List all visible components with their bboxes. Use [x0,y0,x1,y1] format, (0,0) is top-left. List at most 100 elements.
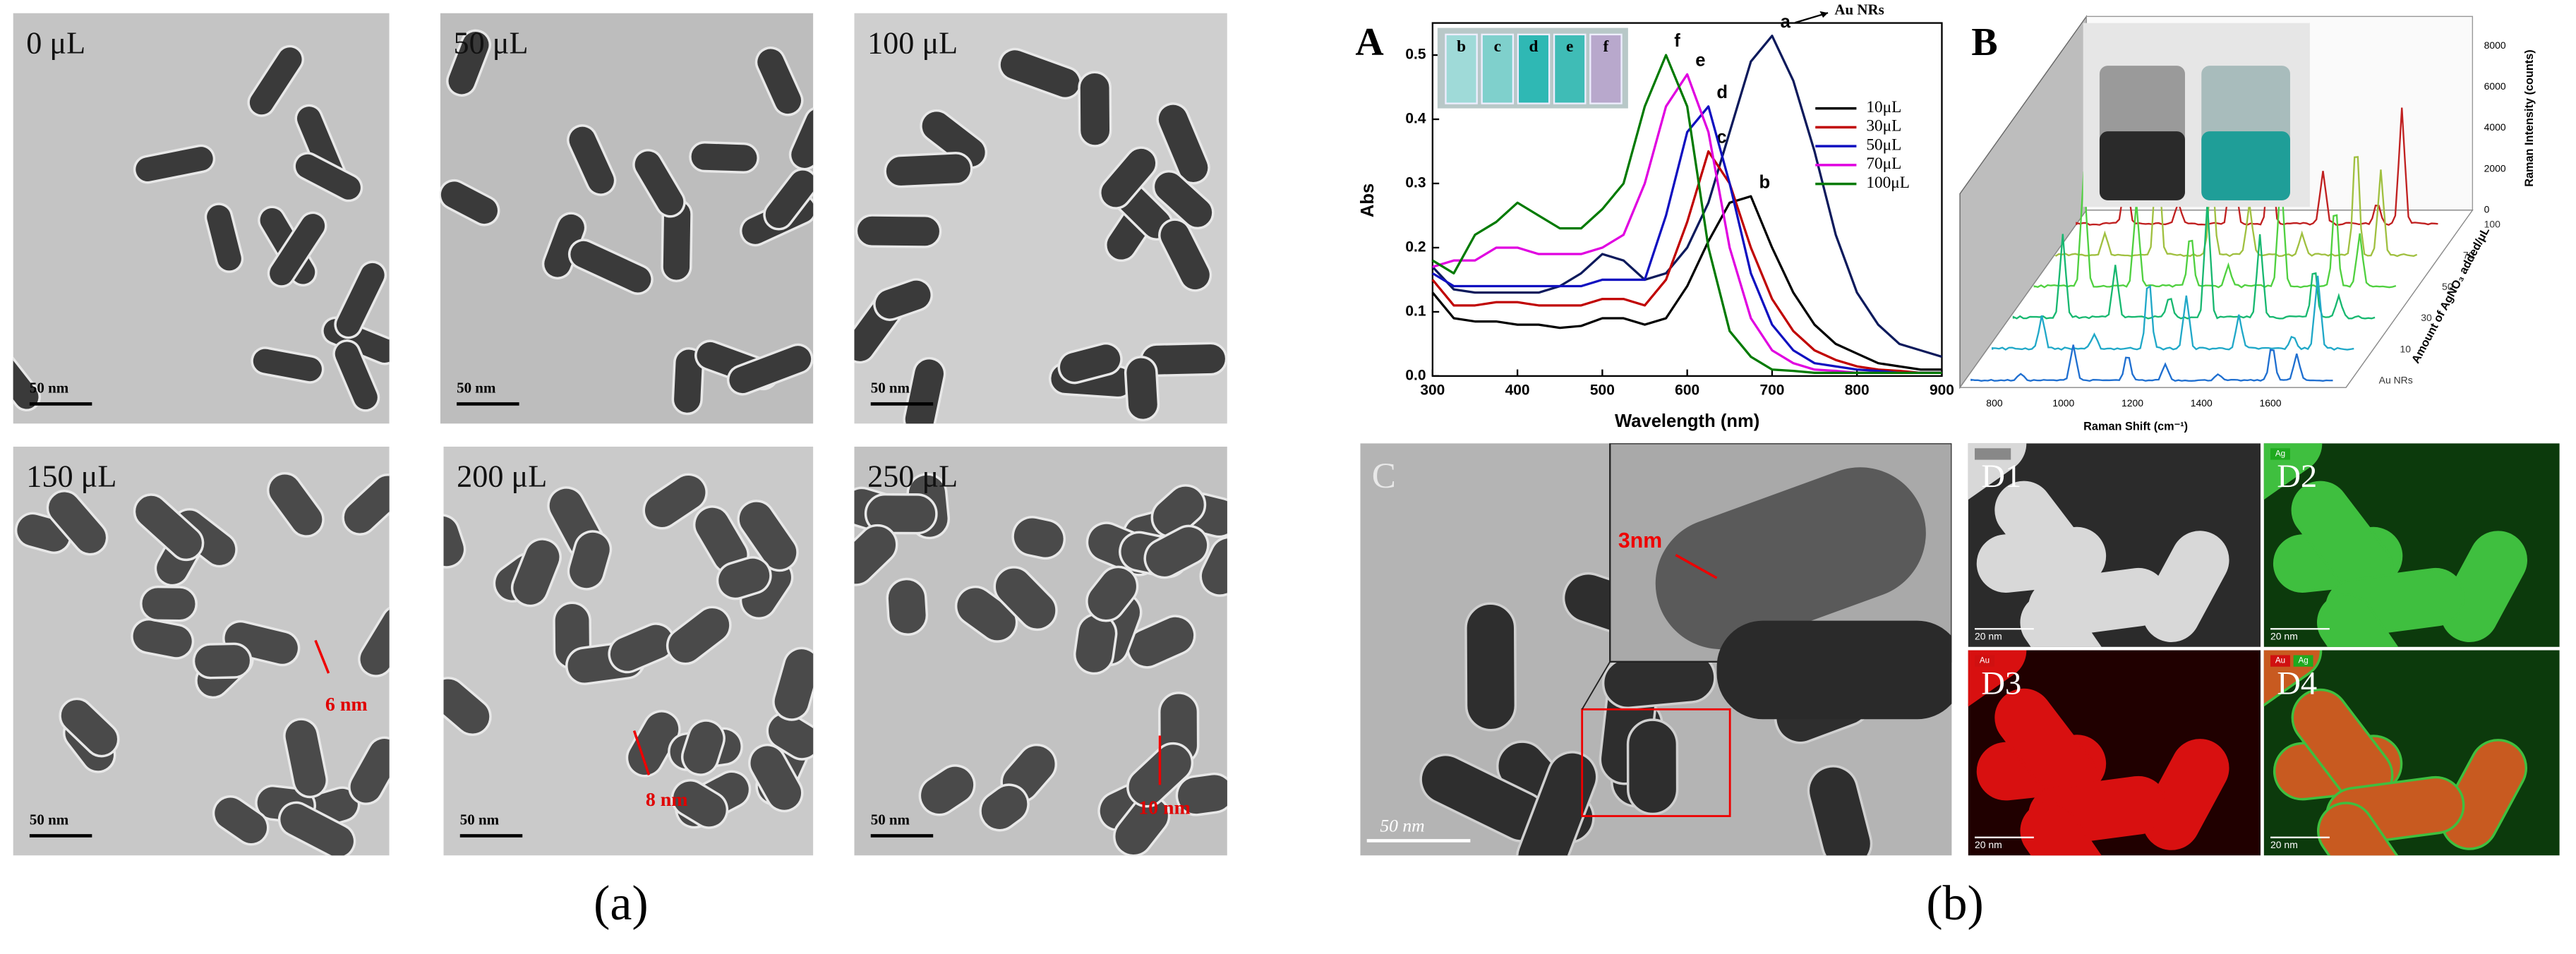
nanorod [873,278,933,321]
z-axis-label: Raman Intensity (counts) [2523,49,2536,186]
nanorod [2440,531,2527,642]
nanorod [766,711,814,761]
raman-spectrum [1970,344,2333,382]
zoomed-rod [1716,620,1952,720]
nanorod [1968,443,2027,514]
spectrum-line [1431,35,1942,358]
x-tick-label: 1200 [2121,397,2143,409]
curve-label: b [1759,172,1770,192]
cuvette-label: d [1529,37,1539,56]
lattice-annotation: 3nm [1618,529,1662,553]
vial-liquid [2099,131,2185,200]
nanorod [918,764,976,816]
scale-bar-label: 20 nm [1975,631,2002,642]
concentration-label: 250 μL [867,459,958,494]
z-tick-label: 6000 [2484,80,2506,92]
y-tick-label: 0.3 [1405,175,1426,191]
x-tick-label: 1000 [2052,397,2074,409]
x-tick-label: 700 [1759,382,1784,398]
nanorod [666,605,732,665]
element-tag [2270,655,2290,667]
x-tick-label: 1400 [2191,397,2213,409]
nanorod [59,697,120,758]
x-tick-label: 300 [1420,382,1445,398]
annotation: Au NRs [1834,1,1884,18]
concentration-label: 150 μL [26,459,116,494]
lattice-arrow [1675,554,1718,579]
nanorod [510,538,562,608]
scale-bar-label: 50 nm [871,811,910,828]
nanorod [854,524,898,586]
scale-bar-label: 50 nm [457,379,496,396]
depth-tick-label: 100 [2484,218,2501,229]
nanorod [140,585,198,622]
zoom-connector [1581,661,1611,710]
x-tick-label: 600 [1675,382,1699,398]
scale-bar-label: 20 nm [2270,631,2298,642]
tem-image [1360,443,1952,856]
z-tick-label: 2000 [2484,162,2506,174]
width-annotation: 10 nm [1138,797,1191,819]
eds-map [1968,443,2261,647]
depth-tick-label: 30 [2421,312,2432,323]
nanorod [567,238,654,295]
curve-label: d [1716,83,1728,102]
nanorod [1099,146,1158,210]
nanorod [446,29,491,97]
nanorod [689,140,759,174]
zoom-region [1581,708,1731,817]
panel-label: D2 [2277,459,2317,495]
z-tick-label: 4000 [2484,121,2506,133]
nanorod [1158,218,1212,292]
nanorod [334,260,387,339]
nanorod [1057,342,1123,385]
nanorod [2263,443,2323,514]
nanorod [293,152,363,203]
nanorod [204,203,244,273]
tem-image [443,446,814,856]
spectrum-line [1431,150,1942,374]
scale-bar-label: 50 nm [30,379,69,396]
nanorod [737,500,799,572]
nanorod [332,339,380,412]
element-tag-label: Ag [2298,656,2308,665]
nanorod [1464,602,1517,732]
nanorod [1175,772,1227,816]
nanorod [2263,650,2323,720]
nanorod [642,473,708,530]
scale-bar-label: 20 nm [1975,839,2002,850]
tem-image [854,13,1227,424]
nanorod [886,577,929,636]
eds-map [2263,650,2560,856]
nanorod [267,471,325,538]
legend-label: 30μL [1866,117,1901,135]
curve-label: a [1781,12,1791,32]
cuvette [1481,33,1515,104]
nanorod [1807,765,1873,856]
nanorod [2440,739,2527,850]
nanorod [1199,536,1227,597]
concentration-label: 100 μL [867,25,958,60]
width-marker [632,730,651,775]
y-tick-label: 0.5 [1405,47,1426,63]
nanorod [772,646,814,721]
spectrum-line [1432,54,1942,374]
concentration-label: 50 μL [453,25,528,60]
legend-label: 70μL [1866,155,1901,173]
nanorod [267,211,327,288]
tem-image [13,13,390,424]
y-tick-label: 0.4 [1405,111,1426,127]
nanorod [283,718,328,799]
nanorod [681,719,726,776]
nanorod [2142,739,2229,850]
nanorod [567,124,617,196]
legend-label: 100μL [1866,174,1910,192]
nanorod [1968,650,2027,720]
nanorod [903,356,946,424]
scale-bar-label: 20 nm [2270,839,2298,850]
nanorod [716,556,772,600]
cuvette [1553,33,1587,104]
cuvette [1589,33,1623,104]
element-tag-label: Au [1980,656,1990,665]
